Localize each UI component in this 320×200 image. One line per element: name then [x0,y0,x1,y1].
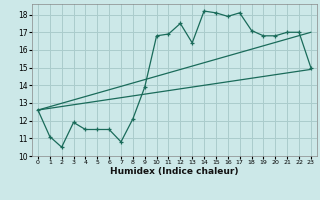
X-axis label: Humidex (Indice chaleur): Humidex (Indice chaleur) [110,167,239,176]
